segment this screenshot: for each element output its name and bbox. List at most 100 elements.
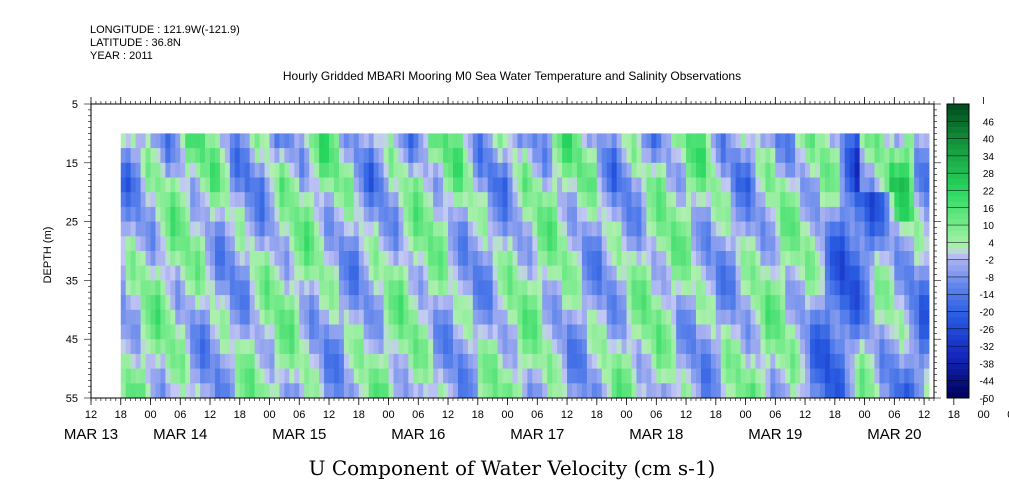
heatmap-cell: [681, 309, 687, 325]
heatmap-cell: [760, 383, 766, 399]
heatmap-cell: [666, 353, 672, 369]
heatmap-cell: [502, 177, 508, 193]
heatmap-cell: [839, 133, 846, 149]
heatmap-cell: [185, 192, 191, 208]
heatmap-cell: [552, 177, 558, 193]
heatmap-cell: [894, 206, 900, 222]
heatmap-cell: [497, 192, 503, 208]
heatmap-cell: [879, 339, 885, 355]
heatmap-cell: [180, 148, 186, 164]
heatmap-cell: [294, 251, 300, 267]
heatmap-cell: [249, 353, 256, 369]
heatmap-cell: [661, 383, 667, 399]
x-tick-label: 12: [561, 409, 573, 421]
heatmap-cell: [834, 133, 841, 149]
heatmap-cell: [527, 295, 533, 311]
heatmap-cell: [606, 162, 613, 178]
heatmap-cell: [502, 265, 508, 281]
heatmap-cell: [299, 383, 305, 399]
heatmap-cell: [160, 383, 166, 399]
heatmap-cell: [824, 383, 831, 399]
heatmap-cell: [596, 309, 603, 325]
heatmap-cell: [552, 236, 558, 252]
heatmap-cell: [576, 280, 583, 296]
heatmap-cell: [477, 148, 484, 164]
heatmap-cell: [492, 383, 499, 399]
heatmap-cell: [205, 265, 211, 281]
heatmap-cell: [537, 236, 543, 252]
heatmap-cell: [795, 280, 801, 296]
heatmap-cell: [423, 368, 429, 384]
heatmap-cell: [661, 251, 667, 267]
heatmap-cell: [338, 133, 345, 149]
heatmap-cell: [165, 383, 171, 399]
heatmap-cell: [205, 236, 211, 252]
heatmap-cell: [631, 265, 637, 281]
heatmap-cell: [656, 133, 662, 149]
heatmap-cell: [859, 383, 865, 399]
heatmap-cell: [140, 148, 146, 164]
heatmap-cell: [869, 309, 875, 325]
heatmap-cell: [745, 148, 751, 164]
heatmap-cell: [686, 295, 692, 311]
heatmap-cell: [428, 383, 434, 399]
heatmap-cell: [452, 236, 459, 252]
heatmap-cell: [581, 309, 588, 325]
heatmap-cell: [353, 309, 360, 325]
heatmap-cell: [304, 324, 310, 340]
heatmap-cell: [522, 162, 528, 178]
heatmap-cell: [676, 133, 682, 149]
heatmap-cell: [373, 280, 380, 296]
heatmap-cell: [185, 133, 191, 149]
heatmap-cell: [829, 368, 836, 384]
heatmap-cell: [254, 251, 260, 267]
heatmap-cell: [423, 309, 429, 325]
heatmap-cell: [805, 280, 811, 296]
heatmap-cell: [244, 368, 251, 384]
heatmap-cell: [720, 133, 727, 149]
heatmap-cell: [234, 221, 241, 237]
heatmap-cell: [626, 339, 632, 355]
heatmap-cell: [467, 177, 474, 193]
heatmap-cell: [304, 251, 310, 267]
heatmap-cell: [160, 324, 166, 340]
heatmap-cell: [641, 221, 647, 237]
heatmap-cell: [125, 177, 132, 193]
heatmap-cell: [567, 236, 573, 252]
heatmap-cell: [363, 324, 370, 340]
heatmap-cell: [472, 280, 479, 296]
heatmap-cell: [750, 177, 756, 193]
heatmap-cell: [333, 383, 340, 399]
heatmap-cell: [884, 383, 890, 399]
heatmap-cell: [705, 177, 712, 193]
heatmap-cell: [795, 236, 801, 252]
heatmap-cell: [527, 265, 533, 281]
heatmap-cell: [433, 295, 439, 311]
heatmap-cell: [919, 353, 925, 369]
heatmap-cell: [894, 353, 900, 369]
heatmap-cell: [239, 309, 246, 325]
heatmap-cell: [130, 148, 137, 164]
heatmap-cell: [834, 339, 841, 355]
heatmap-cell: [487, 162, 494, 178]
x-tick-label: 18: [948, 409, 960, 421]
heatmap-cell: [433, 280, 439, 296]
heatmap-cell: [125, 206, 132, 222]
heatmap-cell: [691, 148, 697, 164]
heatmap-cell: [636, 353, 642, 369]
heatmap-cell: [383, 236, 389, 252]
heatmap-cell: [304, 177, 310, 193]
heatmap-cell: [140, 368, 146, 384]
heatmap-cell: [135, 368, 141, 384]
heatmap-cell: [413, 353, 419, 369]
heatmap-cell: [755, 133, 761, 149]
x-tick-label: 00: [858, 409, 870, 421]
heatmap-cell: [656, 339, 662, 355]
heatmap-cell: [765, 324, 771, 340]
heatmap-cell: [338, 251, 345, 267]
heatmap-cell: [904, 265, 910, 281]
heatmap-cell: [735, 309, 742, 325]
heatmap-cell: [626, 383, 632, 399]
heatmap-cell: [755, 206, 761, 222]
heatmap-cell: [859, 251, 865, 267]
